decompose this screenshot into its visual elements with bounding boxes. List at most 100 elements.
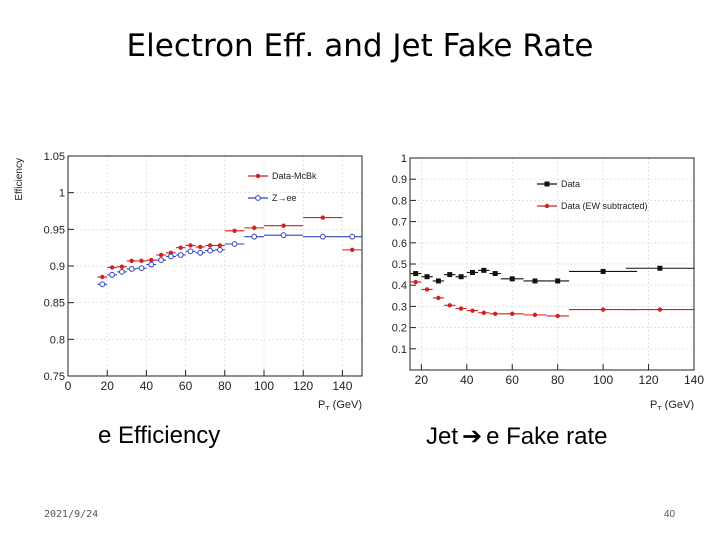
x-tick-label: 80 (218, 379, 232, 393)
y-tick-label: 1.05 (44, 151, 65, 163)
legend-label: Z→ee (272, 193, 297, 203)
data-point (158, 252, 164, 258)
x-tick-label: 0 (65, 379, 72, 393)
series-0 (97, 215, 362, 280)
legend-marker (544, 181, 550, 187)
fake-rate-caption: Jet ➔ e Fake rate (426, 422, 608, 451)
data-point (99, 281, 106, 288)
data-point (128, 266, 135, 272)
data-point (197, 249, 204, 256)
data-point (413, 279, 418, 285)
data-point (447, 303, 452, 308)
x-tick-label: 20 (415, 373, 429, 387)
x-tick-label: 100 (254, 379, 274, 393)
series-1 (410, 279, 694, 319)
x-axis-label: PT (GeV) (318, 399, 362, 410)
data-point (320, 215, 325, 220)
y-tick-label: 0.9 (392, 174, 407, 186)
data-point (436, 295, 441, 301)
data-point (109, 271, 115, 278)
y-tick-label: 0.1 (392, 344, 407, 356)
x-tick-label: 20 (101, 379, 115, 393)
data-point (138, 265, 145, 272)
data-point (470, 308, 475, 313)
data-point (657, 265, 663, 271)
data-point (492, 271, 498, 277)
data-point (532, 278, 538, 284)
y-tick-label: 0.8 (392, 195, 407, 207)
y-axis-label: Efficiency (14, 158, 25, 201)
data-point (413, 271, 419, 277)
data-point (424, 274, 430, 280)
data-point (109, 265, 115, 270)
data-point (481, 267, 487, 273)
legend-label: Data-McBk (272, 171, 317, 181)
series-0 (410, 265, 694, 284)
y-tick-label: 0.3 (392, 301, 407, 313)
data-point (217, 243, 223, 248)
y-tick-label: 0.8 (50, 334, 65, 346)
y-tick-label: 0.95 (44, 224, 65, 236)
data-point (149, 257, 154, 263)
data-point (280, 232, 287, 239)
data-point (148, 261, 155, 268)
data-point (187, 248, 194, 255)
legend-marker (544, 203, 550, 209)
series-1 (97, 232, 362, 288)
x-tick-label: 120 (639, 373, 659, 387)
legend-label: Data (561, 179, 580, 189)
data-point (532, 312, 538, 318)
data-point (458, 274, 464, 280)
data-point (119, 264, 125, 269)
data-point (207, 247, 214, 254)
data-point (447, 272, 453, 278)
right-arrow-icon: ➔ (462, 423, 483, 450)
legend-label: Data (EW subtracted) (561, 201, 648, 211)
page-number: 40 (664, 509, 676, 520)
data-point (139, 258, 144, 264)
y-tick-label: 0.7 (392, 217, 407, 229)
data-point (217, 246, 223, 253)
x-tick-label: 40 (460, 373, 474, 387)
y-tick-label: 0.6 (392, 238, 407, 250)
x-tick-label: 40 (140, 379, 154, 393)
data-point (657, 307, 663, 312)
data-point (481, 310, 487, 315)
data-point (100, 274, 105, 280)
data-point (600, 307, 606, 312)
data-point (493, 311, 498, 317)
data-point (232, 228, 237, 233)
x-tick-label: 60 (506, 373, 520, 387)
x-axis-label: PT (GeV) (650, 399, 694, 410)
fake-rate-caption-prefix: Jet (426, 423, 459, 450)
x-tick-label: 100 (593, 373, 613, 387)
x-tick-label: 140 (684, 373, 704, 387)
data-point (119, 268, 125, 275)
x-tick-label: 80 (551, 373, 565, 387)
y-tick-label: 0.9 (50, 261, 65, 273)
data-point (177, 252, 184, 258)
legend-marker (255, 173, 261, 179)
data-point (509, 276, 515, 282)
x-tick-label: 60 (179, 379, 193, 393)
data-point (158, 257, 165, 264)
jet-fake-rate-chart: 20 40 60 80 100 120 140 0.1 0.2 0.3 0.4 0.5 0.6 0.7 0.… (392, 153, 705, 410)
efficiency-caption: e Efficiency (98, 422, 221, 449)
data-point (469, 269, 475, 275)
y-tick-label: 0.2 (392, 323, 407, 335)
data-point (510, 311, 515, 317)
data-point (252, 225, 257, 231)
y-tick-label: 1 (59, 188, 65, 200)
data-point (600, 268, 606, 274)
data-point (319, 233, 326, 240)
data-point (188, 243, 193, 248)
data-point (129, 258, 134, 264)
data-point (281, 223, 286, 228)
data-point (435, 278, 441, 284)
data-point (251, 233, 258, 240)
electron-efficiency-chart: 0 20 40 60 80 100 120 140 0.75 0.8 0.85 0.9 0.95 1 1.0… (14, 151, 363, 410)
legend-marker (255, 195, 261, 201)
data-point (198, 244, 203, 250)
y-tick-label: 0.85 (44, 298, 65, 310)
data-point (555, 278, 561, 284)
